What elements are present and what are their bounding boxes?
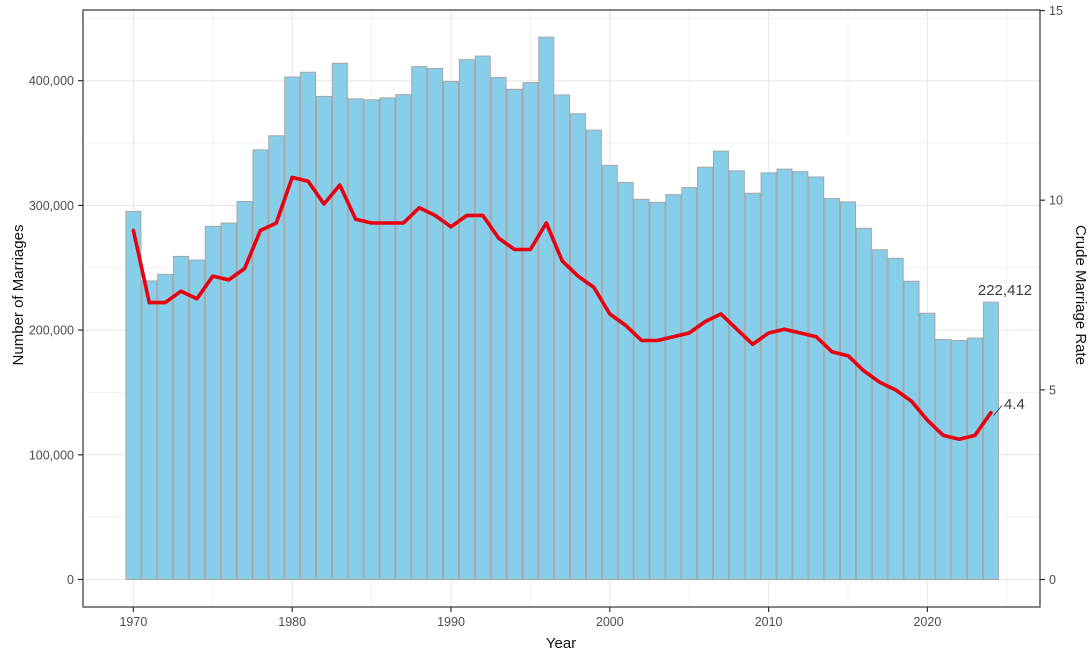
x-axis-tick-label: 1980 — [278, 615, 306, 629]
bar-2010 — [760, 172, 777, 581]
bar-1990 — [443, 81, 459, 581]
x-axis-tick-label: 1990 — [437, 615, 465, 629]
crude-marriage-rate-line — [131, 175, 993, 442]
bar-2012 — [792, 171, 809, 580]
bar-2005 — [681, 187, 698, 580]
x-axis-tick-label: 2000 — [596, 615, 624, 629]
bar-2017 — [871, 249, 888, 580]
bar-2011 — [776, 168, 793, 580]
x-axis-title: Year — [546, 635, 576, 652]
rate-line-layer — [131, 175, 993, 442]
bar-2016 — [855, 227, 872, 580]
bar-1973 — [173, 255, 190, 580]
bar-1975 — [204, 225, 221, 581]
right-axis-tick-label: 0 — [1049, 573, 1056, 587]
bar-2019 — [903, 280, 920, 580]
bar-1978 — [252, 149, 269, 580]
right-axis-title: Crude Marriage Rate — [1072, 225, 1089, 365]
bar-1988 — [411, 66, 428, 580]
bar-2006 — [697, 166, 714, 580]
bar-1984 — [347, 98, 364, 580]
annotation-rate-value: 4.4 — [1004, 396, 1025, 413]
bar-2001 — [617, 181, 634, 580]
bar-1986 — [379, 97, 396, 580]
x-axis-tick-label: 2020 — [913, 615, 941, 629]
bar-1980 — [284, 76, 301, 580]
bar-2009 — [744, 192, 761, 580]
bar-1974 — [188, 259, 205, 580]
bar-1982 — [315, 95, 332, 581]
bar-1983 — [331, 62, 348, 580]
bar-1971 — [141, 280, 158, 580]
bar-1985 — [363, 99, 380, 580]
annotation-leader-line — [993, 405, 1003, 416]
bar-1979 — [268, 135, 285, 580]
right-axis-tick-label: 10 — [1049, 194, 1063, 208]
right-axis-tick-label: 15 — [1049, 4, 1063, 18]
bar-1993 — [490, 76, 507, 581]
bar-2008 — [728, 170, 745, 581]
bar-1981 — [300, 71, 317, 581]
bar-2021 — [935, 338, 952, 580]
panel-border — [82, 9, 1041, 608]
bar-2013 — [808, 176, 825, 581]
bar-2007 — [712, 150, 729, 580]
bar-1992 — [474, 55, 491, 581]
bar-2004 — [665, 194, 682, 581]
bar-1987 — [395, 94, 412, 580]
x-axis-tick-label: 2010 — [755, 615, 783, 629]
left-axis-tick-label: 400,000 — [29, 74, 74, 88]
left-axis-tick-label: 300,000 — [29, 199, 74, 213]
left-axis-tick-label: 200,000 — [29, 324, 74, 338]
bar-2023 — [967, 337, 984, 581]
bar-1996 — [538, 36, 555, 581]
bar-1999 — [585, 129, 602, 580]
bar-1994 — [506, 88, 523, 581]
left-axis-title: Number of Marriages — [10, 225, 27, 366]
x-axis-tick-label: 1970 — [119, 615, 147, 629]
axes-layer: 0 100,000 200,000 300,000 400,000 0 5 10 15 1970 1… — [29, 4, 1063, 629]
bar-1991 — [458, 59, 475, 580]
left-axis-tick-label: 100,000 — [29, 448, 74, 462]
annotation-marriages-value: 222,412 — [978, 282, 1032, 299]
bar-2000 — [601, 164, 618, 581]
bar-2024 — [982, 301, 999, 580]
bar-1989 — [427, 67, 444, 580]
bar-1976 — [220, 222, 237, 581]
bar-2003 — [649, 201, 666, 581]
bar-1977 — [236, 200, 253, 580]
bar-2018 — [887, 257, 904, 580]
bar-1995 — [522, 82, 539, 580]
bar-1970 — [125, 210, 142, 580]
bar-1997 — [554, 94, 571, 580]
bar-2022 — [951, 339, 968, 580]
bar-1998 — [570, 113, 587, 580]
bars-layer — [125, 36, 999, 581]
bar-2020 — [919, 312, 936, 580]
bar-2002 — [633, 198, 650, 580]
bar-1972 — [157, 273, 174, 580]
left-axis-tick-label: 0 — [67, 573, 74, 587]
bar-2015 — [840, 201, 856, 581]
bar-2014 — [824, 198, 841, 580]
right-axis-tick-label: 5 — [1049, 383, 1056, 397]
